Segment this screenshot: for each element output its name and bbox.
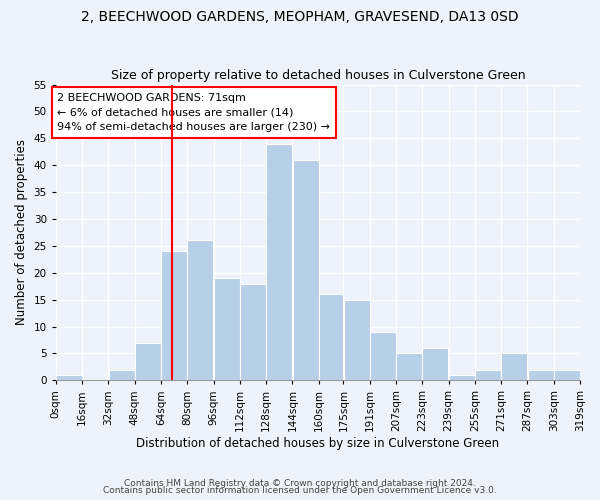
- Bar: [240, 284, 266, 380]
- Bar: [319, 294, 343, 380]
- Bar: [527, 370, 554, 380]
- Title: Size of property relative to detached houses in Culverstone Green: Size of property relative to detached ho…: [110, 69, 525, 82]
- Text: Contains public sector information licensed under the Open Government Licence v3: Contains public sector information licen…: [103, 486, 497, 495]
- Bar: [135, 342, 161, 380]
- Bar: [187, 240, 214, 380]
- Text: 2 BEECHWOOD GARDENS: 71sqm
← 6% of detached houses are smaller (14)
94% of semi-: 2 BEECHWOOD GARDENS: 71sqm ← 6% of detac…: [58, 92, 331, 132]
- Bar: [370, 332, 396, 380]
- Bar: [109, 370, 134, 380]
- Bar: [449, 375, 475, 380]
- X-axis label: Distribution of detached houses by size in Culverstone Green: Distribution of detached houses by size …: [136, 437, 499, 450]
- Text: 2, BEECHWOOD GARDENS, MEOPHAM, GRAVESEND, DA13 0SD: 2, BEECHWOOD GARDENS, MEOPHAM, GRAVESEND…: [81, 10, 519, 24]
- Bar: [396, 354, 422, 380]
- Bar: [554, 370, 580, 380]
- Bar: [266, 144, 292, 380]
- Bar: [56, 375, 82, 380]
- Bar: [293, 160, 319, 380]
- Bar: [214, 278, 240, 380]
- Bar: [475, 370, 501, 380]
- Y-axis label: Number of detached properties: Number of detached properties: [15, 140, 28, 326]
- Text: Contains HM Land Registry data © Crown copyright and database right 2024.: Contains HM Land Registry data © Crown c…: [124, 478, 476, 488]
- Bar: [344, 300, 370, 380]
- Bar: [422, 348, 448, 380]
- Bar: [501, 354, 527, 380]
- Bar: [161, 251, 187, 380]
